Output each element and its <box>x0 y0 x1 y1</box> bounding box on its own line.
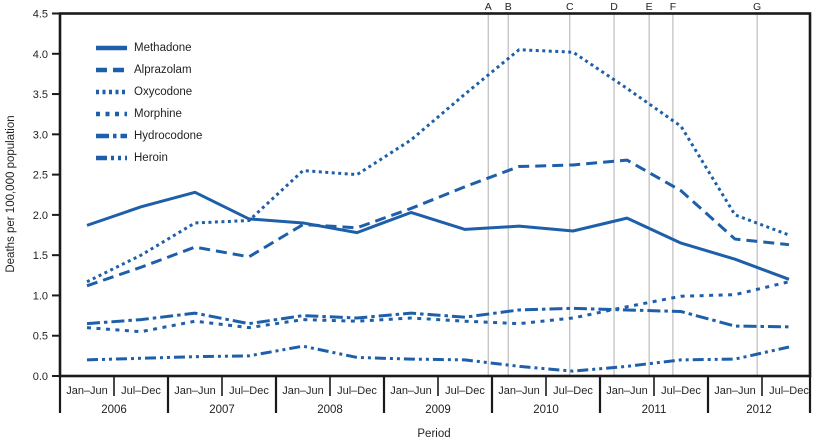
period-label: Jul–Dec <box>229 385 269 397</box>
legend-item: Oxycodone <box>96 81 202 103</box>
axes-frame <box>58 12 812 378</box>
legend-item: Alprazolam <box>96 59 202 81</box>
reference-line-label: G <box>753 1 761 13</box>
series-line-morphine <box>86 280 790 334</box>
period-label: Jul–Dec <box>769 385 809 397</box>
reference-line-label: B <box>505 1 512 13</box>
period-label: Jul–Dec <box>661 385 701 397</box>
series-line-oxycodone <box>86 48 790 284</box>
y-tick-label: 4.0 <box>33 49 48 61</box>
legend-line-sample-dash-dot <box>96 133 127 139</box>
y-tick-label: 1.0 <box>33 290 48 302</box>
y-tick-label: 2.0 <box>33 210 48 222</box>
year-label: 2006 <box>101 404 127 416</box>
legend-label: Hydrocodone <box>134 130 203 142</box>
legend-label: Heroin <box>134 152 168 164</box>
legend-label: Morphine <box>134 108 182 120</box>
reference-line-label: A <box>485 1 492 13</box>
year-label: 2007 <box>209 404 235 416</box>
y-tick-label: 1.5 <box>33 250 48 262</box>
year-label: 2009 <box>425 404 451 416</box>
legend-line-sample-short-dash <box>96 111 127 117</box>
legend-item: Heroin <box>96 147 202 169</box>
series-line-alprazolam <box>86 158 790 288</box>
reference-line-label: F <box>670 1 676 13</box>
y-tick-label: 4.5 <box>33 9 48 21</box>
y-tick-label: 2.5 <box>33 170 48 182</box>
legend-item: Hydrocodone <box>96 125 202 147</box>
legend-label: Alprazolam <box>134 64 192 76</box>
series-line-heroin <box>86 344 790 373</box>
period-label: Jul–Dec <box>445 385 485 397</box>
legend-line-sample-solid <box>96 45 127 51</box>
y-tick-label: 3.5 <box>33 89 48 101</box>
period-label: Jul–Dec <box>337 385 377 397</box>
legend-line-sample-dash-dot-dot <box>96 155 127 161</box>
legend-line-sample-dash <box>96 67 127 73</box>
year-label: 2010 <box>533 404 559 416</box>
y-tick-label: 0.0 <box>33 371 48 383</box>
y-tick-label: 0.5 <box>33 331 48 343</box>
reference-line-label: D <box>610 1 618 13</box>
legend-item: Methadone <box>96 37 202 59</box>
year-label: 2011 <box>642 404 667 416</box>
reference-line-label: C <box>566 1 574 13</box>
reference-line-label: E <box>646 1 653 13</box>
period-label: Jan–Jun <box>174 385 216 397</box>
period-label: Jan–Jun <box>390 385 432 397</box>
period-label: Jul–Dec <box>121 385 161 397</box>
legend-label: Methadone <box>134 42 192 54</box>
period-label: Jan–Jun <box>498 385 540 397</box>
year-label: 2008 <box>317 404 343 416</box>
period-label: Jan–Jun <box>606 385 648 397</box>
period-label: Jan–Jun <box>282 385 324 397</box>
series-line-methadone <box>86 190 790 281</box>
legend-line-sample-dot <box>96 89 127 95</box>
x-axis-title: Period <box>417 428 451 440</box>
period-label: Jan–Jun <box>66 385 108 397</box>
period-label: Jan–Jun <box>714 385 756 397</box>
y-tick-label: 3.0 <box>33 129 48 141</box>
period-label: Jul–Dec <box>553 385 593 397</box>
legend-label: Oxycodone <box>134 86 193 98</box>
y-axis-title: Deaths per 100,000 population <box>5 115 17 273</box>
year-label: 2012 <box>746 404 772 416</box>
legend-item: Morphine <box>96 103 202 125</box>
legend: Methadone Alprazolam Oxycodone Morphine Hydr… <box>96 37 202 169</box>
series-line-hydrocodone <box>86 306 790 329</box>
